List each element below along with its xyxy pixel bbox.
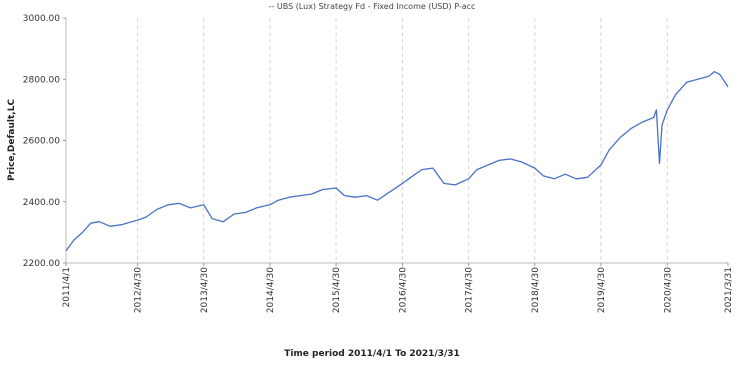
y-tick-label: 3000.00 [23,14,60,24]
x-tick-label: 2016/4/30 [398,267,408,313]
x-tick-label: 2015/4/30 [332,267,342,313]
x-tick-label: 2020/4/30 [663,267,673,313]
x-tick-label: 2018/4/30 [531,267,541,313]
x-tick-label: 2012/4/30 [134,267,144,313]
x-axis-label: Time period 2011/4/1 To 2021/3/31 [284,349,460,359]
y-tick-label: 2800.00 [23,75,60,85]
chart-title: -- UBS (Lux) Strategy Fd - Fixed Income … [269,2,476,11]
chart-axes [65,18,728,264]
y-tick-label: 2400.00 [23,198,60,208]
series-line [65,70,729,252]
y-axis-label: Price,Default,LC [7,99,17,181]
x-tick-label: 2011/4/1 [62,267,72,307]
y-tick-label: 2600.00 [23,137,60,147]
y-tick-label: 2200.00 [23,259,60,269]
series-lines [65,70,729,252]
x-axis-ticks: 2011/4/1 2012/4/30 2013/4/30 2014/4/30 2015/… [62,263,734,313]
x-tick-label: 2017/4/30 [465,267,475,313]
x-tick-label: 2014/4/30 [266,267,276,313]
x-tick-label: 2013/4/30 [200,267,210,313]
x-tick-label: 2019/4/30 [597,267,607,313]
vertical-grid [137,18,668,263]
y-axis-ticks: 2200.00 2400.00 2600.00 2800.00 3000.00 [23,14,66,269]
x-tick-label: 2021/3/31 [724,267,734,313]
